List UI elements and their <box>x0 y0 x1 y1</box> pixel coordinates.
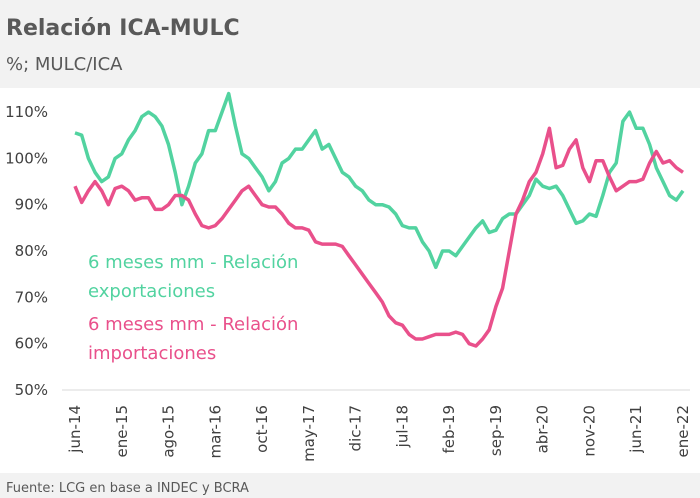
x-tick-label: oct-16 <box>253 405 271 453</box>
y-tick-label: 100% <box>5 149 48 167</box>
x-tick-label: ago-15 <box>160 405 178 458</box>
y-tick-label: 110% <box>5 103 48 121</box>
line-series <box>73 126 684 348</box>
legend-entry: 6 meses mm - Relación importaciones <box>88 314 299 364</box>
legend-entry: 6 meses mm - Relación exportaciones <box>88 252 299 302</box>
y-tick-label: 60% <box>15 335 48 353</box>
x-tick-label: sep-19 <box>487 405 505 456</box>
x-tick-label: may-17 <box>300 405 318 462</box>
y-tick-label: 50% <box>15 381 48 399</box>
y-tick-label: 80% <box>15 242 48 260</box>
x-tick-label: jun-14 <box>66 405 84 454</box>
x-tick-label: feb-19 <box>440 405 458 454</box>
line-series <box>74 91 685 270</box>
x-tick-label: abr-20 <box>534 405 552 453</box>
x-tick-label: ene-22 <box>674 405 692 457</box>
y-tick-label: 70% <box>15 288 48 306</box>
y-tick-label: 90% <box>15 196 48 214</box>
x-tick-label: ene-15 <box>113 405 131 457</box>
chart-title: Relación ICA-MULC <box>6 16 240 41</box>
source: Fuente: LCG en base a INDEC y BCRA <box>6 481 249 496</box>
x-tick-label: dic-17 <box>347 405 365 451</box>
x-tick-label: jun-21 <box>627 405 645 454</box>
x-tick-label: nov-20 <box>580 405 598 457</box>
x-tick-label: mar-16 <box>206 405 224 459</box>
x-tick-label: jul-18 <box>393 405 411 448</box>
plot-background <box>0 88 700 473</box>
chart-subtitle: %; MULC/ICA <box>6 54 123 75</box>
